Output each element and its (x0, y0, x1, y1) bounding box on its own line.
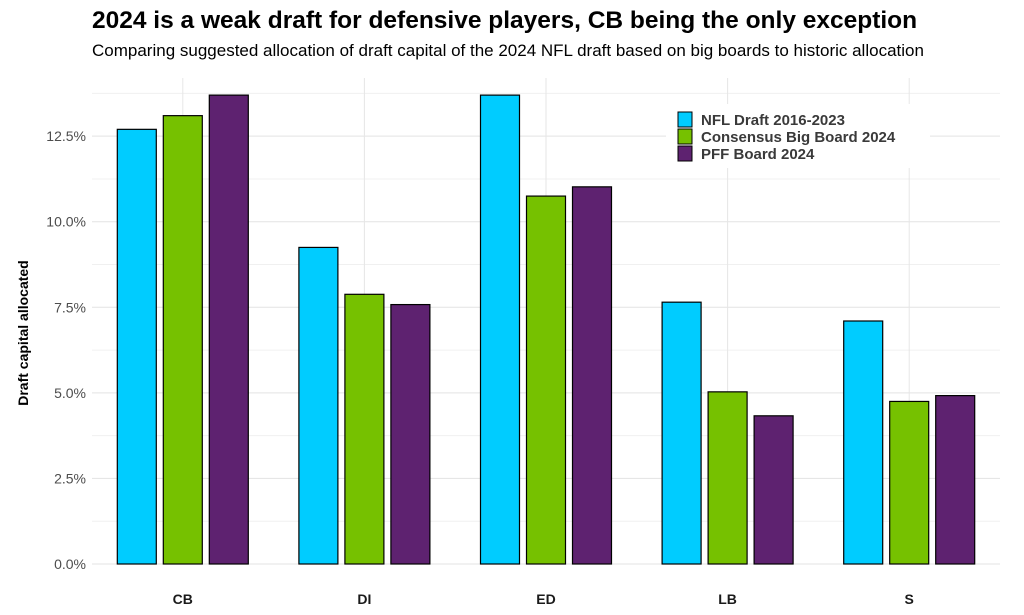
legend-entry: Consensus Big Board 2024 (701, 129, 896, 146)
legend-swatch (677, 145, 693, 162)
bars (116, 94, 976, 565)
y-tick-label: 7.5% (54, 299, 86, 315)
legend-swatch (677, 128, 693, 145)
bar (753, 415, 794, 565)
y-tick-label: 12.5% (46, 128, 86, 144)
bar (707, 391, 748, 565)
legend-entry: NFL Draft 2016-2023 (701, 112, 845, 129)
y-tick-label: 0.0% (54, 556, 86, 572)
y-axis-ticks: 0.0% 2.5% 5.0% 7.5% 10.0% 12.5% (46, 128, 86, 572)
bar (571, 186, 613, 565)
bar (116, 128, 157, 565)
bar (479, 94, 521, 565)
chart-title: 2024 is a weak draft for defensive playe… (92, 7, 918, 34)
y-tick-label: 5.0% (54, 385, 86, 401)
bar (525, 195, 567, 565)
bar (843, 320, 884, 565)
bar (208, 94, 249, 565)
x-tick-label: ED (536, 591, 555, 607)
bar (661, 301, 702, 565)
x-axis-ticks: CB DI ED LB S (173, 591, 914, 607)
chart-subtitle: Comparing suggested allocation of draft … (92, 41, 924, 60)
bar (298, 246, 339, 565)
x-tick-label: S (905, 591, 914, 607)
x-tick-label: DI (357, 591, 371, 607)
y-tick-label: 10.0% (46, 214, 86, 230)
bar (162, 115, 203, 565)
bar (344, 293, 385, 565)
bar (390, 303, 431, 565)
legend-background (666, 104, 930, 168)
y-axis-label: Draft capital allocated (15, 260, 31, 406)
legend-entry: PFF Board 2024 (701, 146, 815, 163)
x-tick-label: CB (173, 591, 193, 607)
bar (889, 400, 930, 565)
legend-swatch (677, 111, 693, 128)
bar (935, 395, 976, 565)
y-tick-label: 2.5% (54, 470, 86, 486)
x-tick-label: LB (718, 591, 737, 607)
